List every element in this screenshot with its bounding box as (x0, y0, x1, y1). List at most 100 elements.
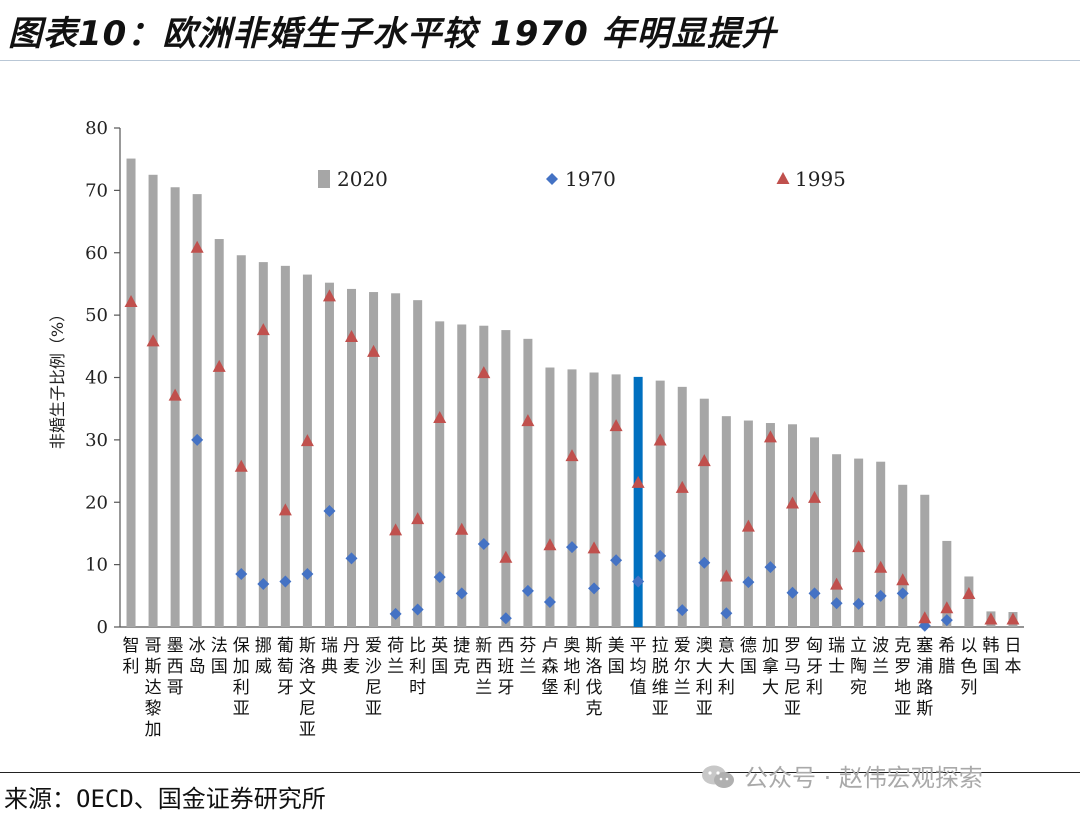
bar-2020-11 (369, 292, 379, 627)
legend-swatch-1995 (776, 172, 790, 184)
x-category-label-25: 爱尔兰 (674, 636, 691, 698)
x-category-label-29: 加拿大 (762, 636, 779, 698)
point-1970-18 (521, 584, 534, 597)
x-category-label-38: 以色列 (960, 636, 977, 698)
point-1995-24 (653, 433, 667, 446)
point-1970-31 (808, 587, 821, 600)
bar-2020-30 (787, 424, 797, 627)
point-1995-32 (830, 577, 844, 590)
chart: 0 10 20 30 40 50 60 70 80 智利哥斯达黎加墨西哥冰岛法国保加利亚挪威葡萄… (48, 118, 1024, 740)
x-category-label-9: 瑞典 (321, 636, 338, 677)
point-1970-17 (499, 612, 512, 625)
point-1970-23 (632, 575, 645, 588)
bar-2020-2 (170, 187, 180, 627)
x-category-label-36: 塞浦路斯 (916, 636, 933, 719)
y-tick-label: 40 (85, 368, 108, 389)
point-1995-37 (940, 601, 954, 614)
bar-2020-35 (898, 484, 908, 627)
bar-2020-8 (302, 274, 312, 627)
point-1970-26 (698, 556, 711, 569)
point-1995-27 (719, 569, 733, 582)
bar-2020-15 (457, 324, 467, 627)
point-1995-39 (984, 612, 998, 625)
bar-2020-5 (236, 255, 246, 627)
point-1995-11 (367, 344, 381, 357)
y-tick-label: 10 (85, 555, 108, 576)
x-category-label-0: 智利 (123, 636, 140, 677)
point-1970-10 (345, 552, 358, 565)
point-1995-16 (477, 366, 491, 379)
x-category-label-4: 法国 (211, 636, 228, 677)
bar-2020-24 (655, 380, 665, 627)
x-category-label-19: 卢森堡 (541, 636, 558, 698)
point-1970-14 (433, 571, 446, 584)
legend-swatch-1970 (546, 173, 558, 185)
x-category-label-39: 韩国 (982, 636, 999, 677)
point-1995-18 (521, 414, 535, 427)
legend-label-2020: 2020 (337, 167, 388, 191)
point-1970-3 (191, 433, 204, 446)
legend-label-1995: 1995 (795, 167, 846, 191)
point-1995-35 (896, 573, 910, 586)
x-category-label-7: 葡萄牙 (277, 636, 294, 698)
point-1995-9 (322, 289, 336, 302)
x-category-label-28: 德国 (740, 636, 757, 677)
source-note: 来源：OECD、国金证券研究所 (4, 785, 326, 813)
y-tick-label: 60 (85, 243, 108, 264)
point-1995-26 (697, 454, 711, 467)
point-1970-25 (676, 604, 689, 617)
x-category-label-12: 荷兰 (387, 636, 404, 677)
x-category-label-5: 保加利亚 (233, 636, 250, 719)
x-category-label-18: 芬兰 (519, 636, 536, 677)
point-1970-21 (588, 582, 601, 595)
x-category-label-10: 丹麦 (343, 636, 360, 677)
x-category-label-21: 斯洛伐克 (586, 636, 603, 719)
point-1995-40 (1006, 612, 1020, 625)
bar-2020-9 (324, 282, 334, 627)
x-category-label-15: 捷克 (453, 636, 470, 677)
point-1970-30 (786, 586, 799, 599)
x-category-label-8: 斯洛文尼亚 (299, 636, 316, 740)
point-1970-8 (301, 567, 314, 580)
x-category-label-22: 美国 (608, 636, 625, 677)
x-axis-categories: 智利哥斯达黎加墨西哥冰岛法国保加利亚挪威葡萄牙斯洛文尼亚瑞典丹麦爱沙尼亚荷兰比利… (123, 636, 1022, 740)
x-category-label-2: 墨西哥 (167, 636, 184, 698)
bar-2020-17 (501, 330, 511, 627)
point-1995-33 (852, 540, 866, 553)
y-tick-label: 30 (85, 430, 108, 451)
bar-2020-20 (567, 369, 577, 627)
point-1970-22 (610, 554, 623, 567)
bar-2020-22 (611, 374, 621, 627)
bar-2020-29 (765, 423, 775, 627)
point-1995-29 (763, 430, 777, 443)
markers-1970 (191, 433, 953, 632)
bar-2020-13 (413, 300, 423, 627)
point-1995-19 (543, 538, 557, 551)
legend-label-1970: 1970 (565, 167, 616, 191)
x-category-label-17: 西班牙 (497, 636, 514, 698)
title-divider (0, 60, 1080, 61)
point-1970-13 (411, 603, 424, 616)
point-1995-25 (675, 480, 689, 493)
point-1995-3 (190, 240, 204, 253)
footer-divider (0, 772, 1080, 773)
point-1995-34 (874, 560, 888, 573)
page-title: 图表10：欧洲非婚生子水平较 1970 年明显提升 (8, 14, 777, 54)
x-category-label-40: 日本 (1004, 636, 1021, 677)
bar-2020-21 (589, 372, 599, 627)
bar-2020-34 (876, 461, 886, 627)
point-1970-15 (455, 587, 468, 600)
point-1970-28 (742, 576, 755, 589)
x-category-label-34: 波兰 (872, 636, 889, 677)
point-1970-19 (543, 596, 556, 609)
point-1970-12 (389, 607, 402, 620)
x-category-label-35: 克罗地亚 (894, 636, 911, 719)
bar-2020-12 (391, 293, 401, 627)
x-category-label-26: 澳大利亚 (696, 636, 713, 719)
point-1995-10 (345, 329, 359, 342)
bar-2020-3 (192, 194, 202, 627)
x-category-label-13: 比利时 (409, 636, 426, 698)
point-1995-14 (433, 411, 447, 424)
point-1995-8 (300, 434, 314, 447)
bar-2020-23 (633, 376, 643, 627)
